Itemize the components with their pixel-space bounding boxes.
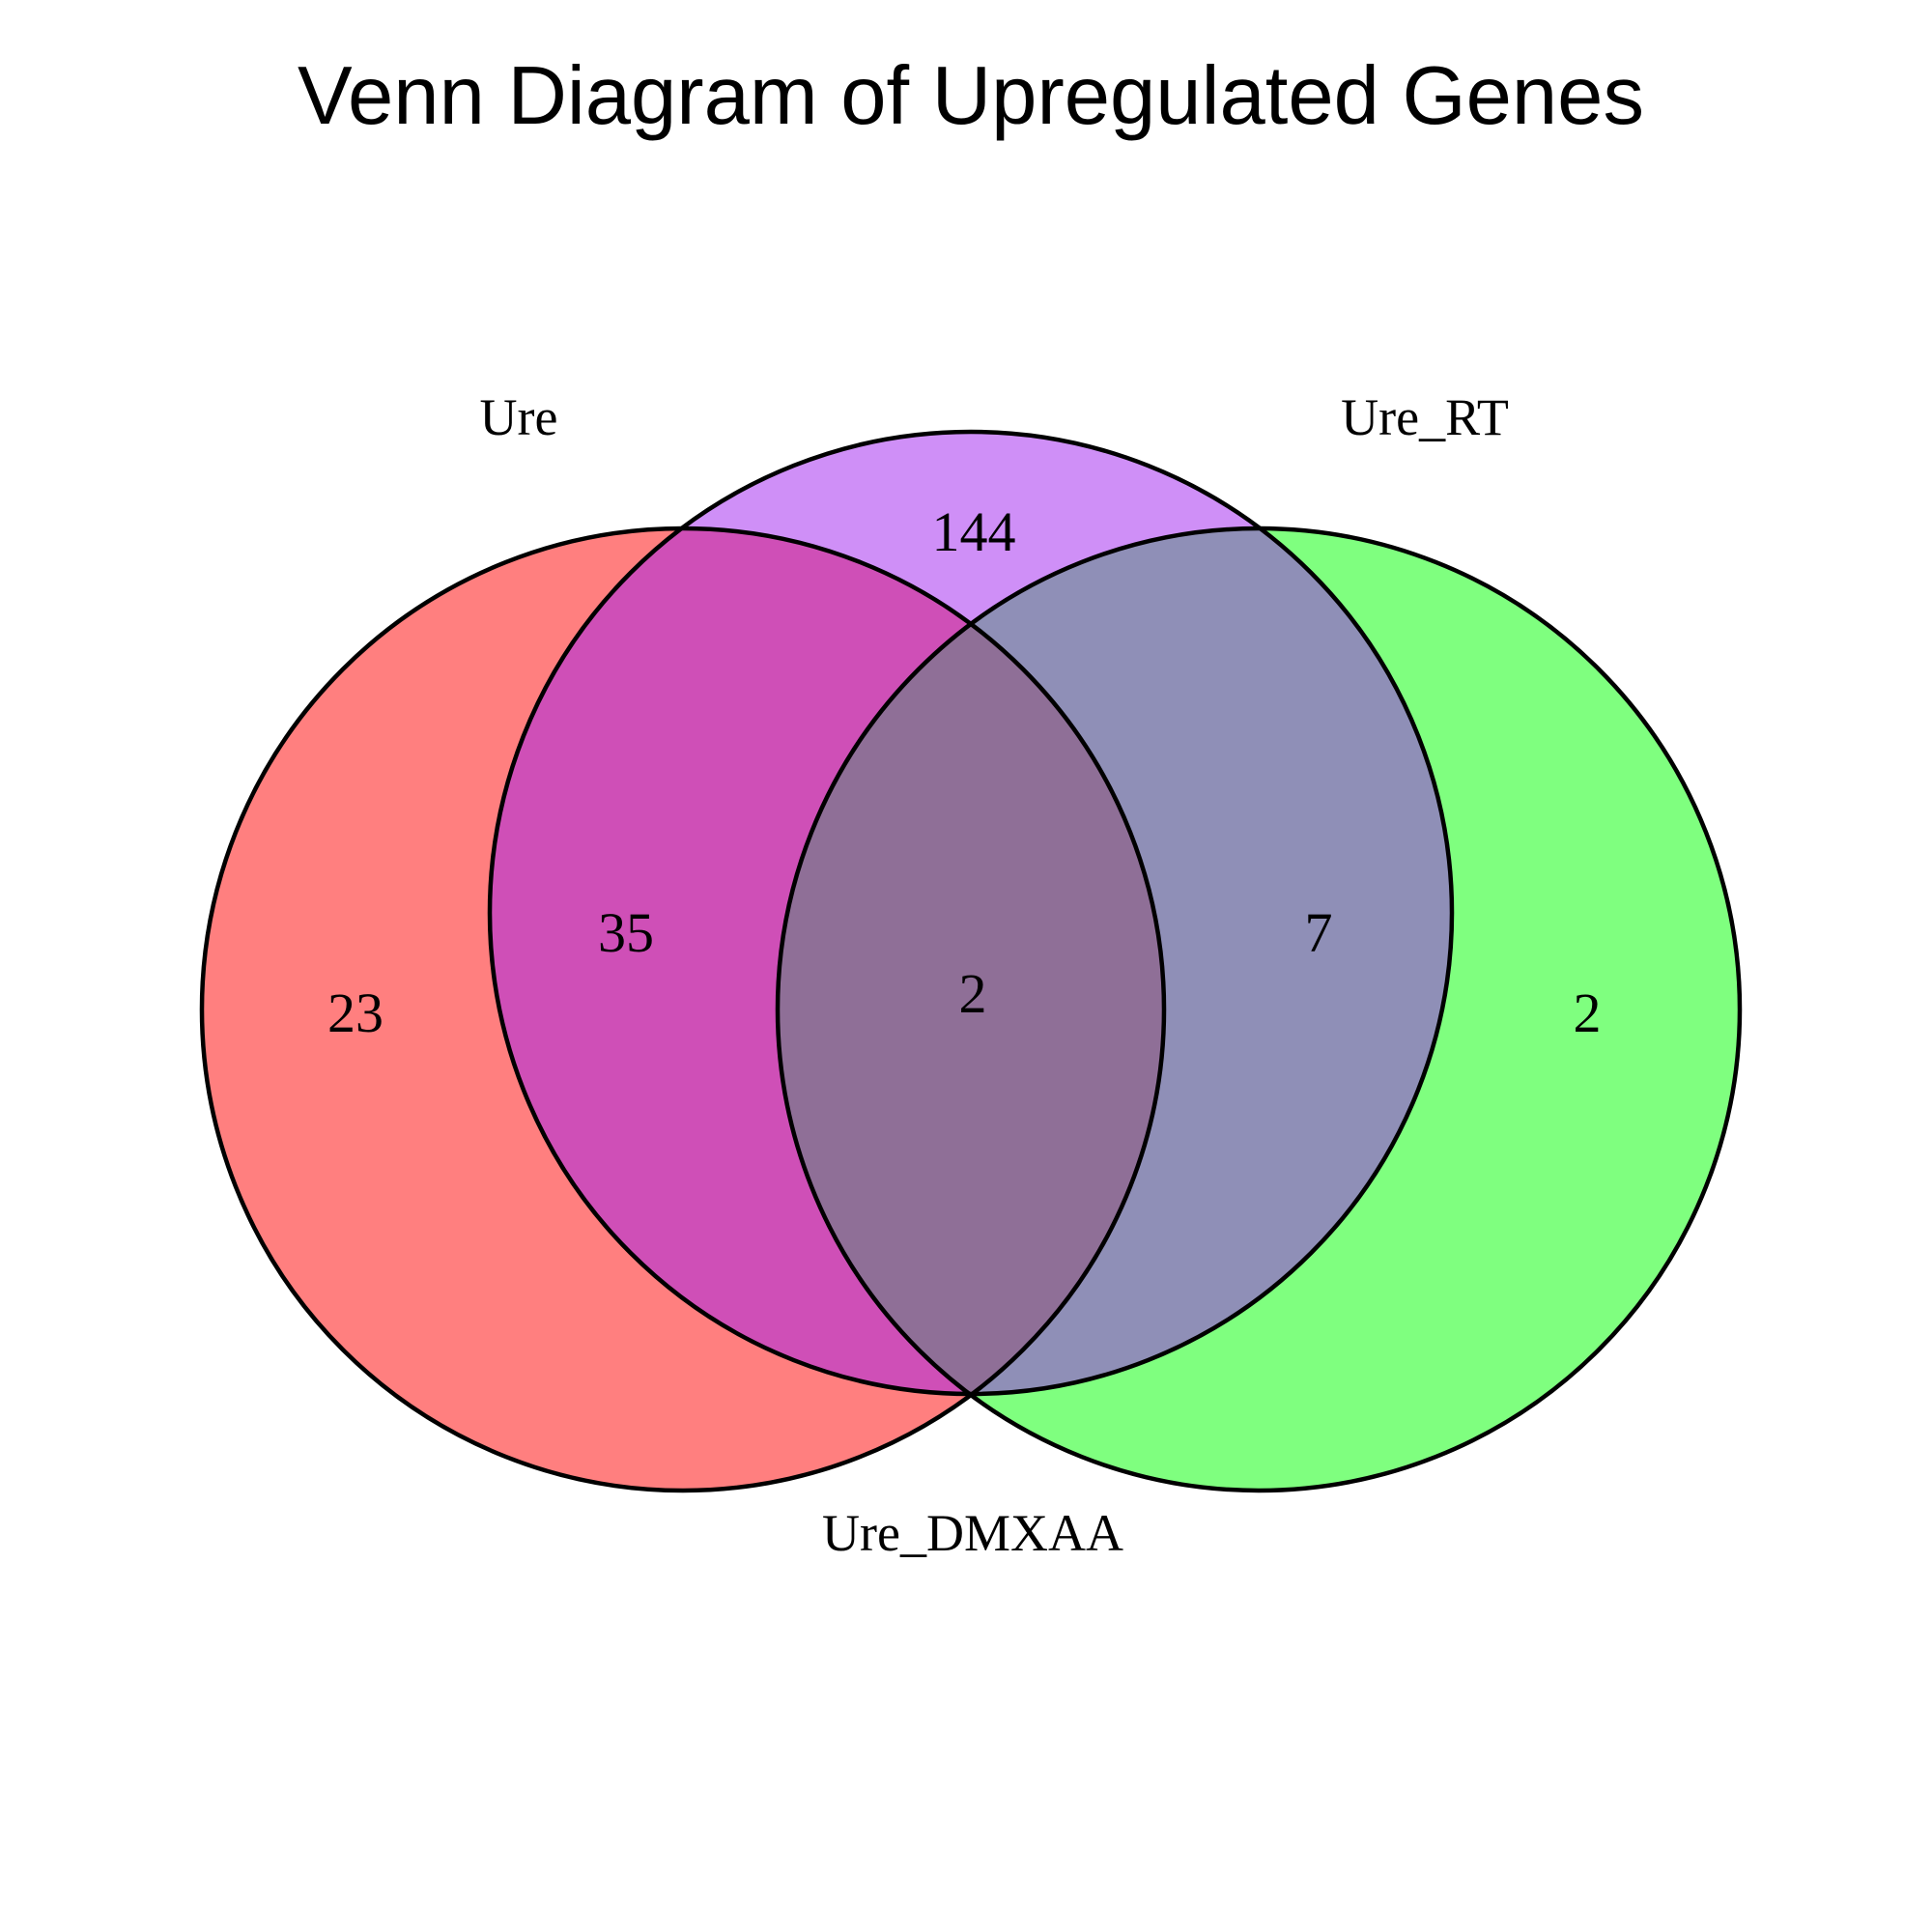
set-label-ure: Ure: [480, 388, 558, 446]
set-label-ure-rt: Ure_RT: [1341, 388, 1509, 446]
count-ure-only: 23: [327, 981, 384, 1044]
count-ure-dmxaa-only: 144: [932, 500, 1016, 563]
set-circle-ure-dmxaa: [490, 432, 1452, 1394]
chart-title: Venn Diagram of Upregulated Genes: [298, 50, 1644, 142]
set-outline-ure-dmxaa: [487, 429, 1455, 1397]
count-ure-dmxaa-and-ure-rt: 7: [1305, 901, 1333, 964]
count-all-three: 2: [959, 962, 987, 1025]
count-ure-and-ure-dmxaa: 35: [598, 901, 654, 964]
count-ure-rt-only: 2: [1574, 981, 1602, 1044]
set-label-ure-dmxaa: Ure_DMXAA: [822, 1504, 1123, 1562]
